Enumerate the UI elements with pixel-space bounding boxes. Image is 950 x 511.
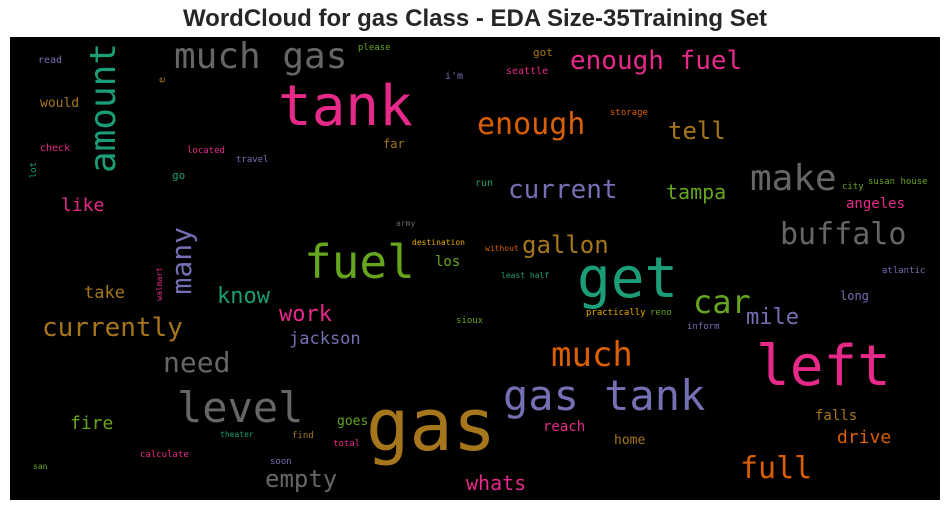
word-like: like [61,195,105,216]
word-reach: reach [543,419,586,435]
word-current: current [508,175,618,205]
word-reno: reno [650,308,672,318]
word-calculate: calculate [140,450,189,460]
word-get: get [577,246,679,311]
word-inform: inform [687,322,720,332]
word-long: long [840,289,869,303]
word-run: run [475,178,494,189]
word-travel: travel [236,155,269,165]
word-practically: practically [586,308,646,318]
word-please: please [358,43,391,53]
word-soon: soon [270,457,292,467]
word-mile: mile [746,305,799,330]
word-total: total [333,439,361,449]
word-car: car [693,283,751,321]
word-san: san [33,462,48,471]
word-fire: fire [70,413,114,434]
word-enough-fuel: enough fuel [570,46,743,76]
word-least-half: least half [501,271,550,280]
word-buffalo: buffalo [780,217,907,252]
word-falls: falls [815,408,858,424]
word-need: need [163,346,231,379]
word-know: know [217,284,270,309]
word-e: e [157,77,168,84]
word-much-gas: much gas [174,37,348,77]
word-city: city [842,182,864,192]
word-located: located [187,146,225,156]
word-gas-tank: gas tank [503,371,706,420]
word-destination: destination [412,238,465,247]
word-tampa: tampa [666,180,727,204]
word-los: los [435,254,461,270]
word-go: go [172,169,186,182]
word-read: read [38,55,63,66]
word-fuel: fuel [304,235,415,289]
word-empty: empty [265,465,338,493]
word-gas: gas [366,383,497,467]
word-sioux: sioux [456,316,484,326]
word-seattle: seattle [506,66,549,77]
word-got: got [533,46,553,59]
word-tell: tell [668,117,726,145]
word-angeles: angeles [846,196,906,212]
word-im: i'm [445,71,464,82]
word-currently: currently [42,313,183,343]
word-work: work [279,302,332,327]
word-whats: whats [466,471,527,495]
word-make: make [750,158,837,199]
word-goes: goes [337,414,369,429]
word-gallon: gallon [522,231,609,259]
word-level: level [177,383,304,432]
word-walmart: walmart [155,267,164,301]
word-home: home [614,433,646,448]
word-lot: lot [29,162,39,179]
word-would: would [40,96,80,111]
word-many: many [165,227,198,295]
word-full: full [740,451,813,486]
word-check: check [40,143,71,154]
word-enough: enough [477,107,586,142]
word-atlantic: atlantic [882,266,926,276]
word-theater: theater [220,430,254,439]
chart-title: WordCloud for gas Class - EDA Size-35Tra… [182,5,768,32]
word-storage: storage [610,108,648,118]
word-jackson: jackson [289,329,361,349]
word-far: far [383,137,405,151]
word-army: army [396,219,416,228]
word-left: left [756,334,891,399]
word-amount: amount [83,43,124,174]
word-tank: tank [278,74,413,139]
word-drive: drive [837,427,892,448]
word-find: find [292,431,314,441]
word-take: take [84,283,125,303]
word-cloud-canvas: gas tank left get fuel gas tank much gas… [10,37,940,500]
word-much: much [551,335,633,375]
word-susan-house: susan house [868,177,928,187]
word-without: without [485,244,519,253]
